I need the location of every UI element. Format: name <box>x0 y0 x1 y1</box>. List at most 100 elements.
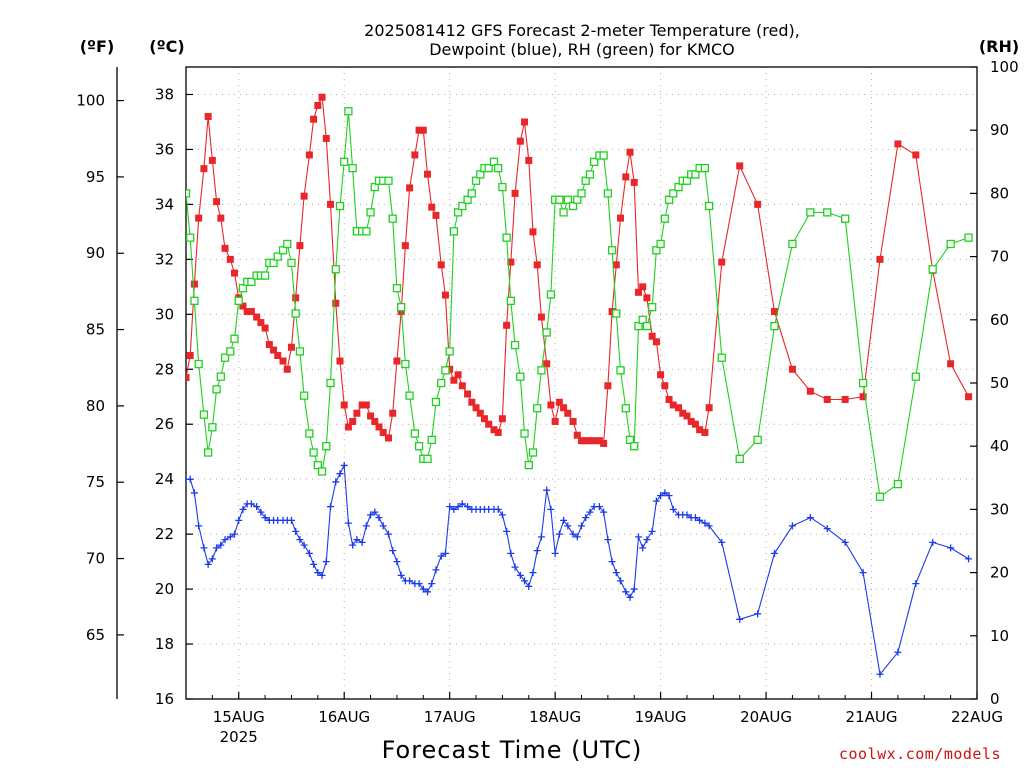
temperature-point <box>393 357 401 365</box>
dewpoint-point <box>639 544 647 552</box>
dewpoint-point <box>384 530 392 538</box>
rh-point <box>603 189 613 198</box>
dewpoint-point <box>419 585 427 593</box>
dewpoint-point <box>253 503 261 511</box>
temperature-point <box>511 189 519 197</box>
temperature-point <box>643 294 651 302</box>
dewpoint-point <box>582 514 590 522</box>
rh-point <box>458 201 467 211</box>
rh-unit-label: (RH) <box>979 37 1019 56</box>
x-tick-label: 22AUG <box>951 708 1003 726</box>
temperature-point <box>239 302 247 310</box>
temperature-point <box>186 352 194 360</box>
rh-point <box>638 315 647 324</box>
fahrenheit-tick-label: 90 <box>86 244 105 262</box>
temperature-point <box>595 437 603 445</box>
rh-tick-label: 90 <box>990 121 1009 139</box>
dewpoint-point <box>450 505 458 513</box>
temperature-point <box>458 382 466 390</box>
rh-point <box>238 284 248 293</box>
x-axis-label: Forecast Time (UTC) <box>382 736 643 764</box>
dewpoint-point <box>533 547 541 555</box>
fahrenheit-tick-label: 65 <box>86 626 105 644</box>
dewpoint-point <box>551 549 559 557</box>
dewpoint-point <box>626 593 634 601</box>
dewpoint-point <box>208 555 216 563</box>
temperature-point <box>718 258 726 266</box>
dewpoint-point <box>586 508 594 516</box>
rh-point <box>858 378 868 388</box>
dewpoint-point <box>643 536 651 544</box>
rh-point <box>326 378 335 388</box>
dewpoint-point <box>397 571 405 579</box>
dewpoint-point <box>622 588 630 596</box>
rh-point <box>717 353 726 362</box>
temperature-point <box>437 261 445 269</box>
rh-point <box>546 290 556 299</box>
rh-point <box>964 233 973 242</box>
temperature-point <box>529 228 537 236</box>
rh-point <box>476 170 485 179</box>
temperature-point <box>841 395 849 403</box>
x-tick-label: 21AUG <box>846 708 898 726</box>
dewpoint-point <box>521 577 529 585</box>
temperature-point <box>450 376 458 384</box>
rh-point <box>542 328 551 337</box>
rh-point <box>388 214 397 223</box>
dewpoint-point <box>965 555 973 563</box>
dewpoint-point <box>454 503 462 511</box>
dewpoint-point <box>305 549 313 557</box>
rh-point <box>753 435 762 445</box>
dewpoint-point <box>353 536 361 544</box>
temperature-point <box>573 431 581 439</box>
rh-tick-label: 30 <box>990 500 1009 518</box>
temperature-point <box>543 360 551 368</box>
rh-point <box>322 442 331 451</box>
temperature-point <box>622 173 630 181</box>
chart-subtitle: Dewpoint (blue), RH (green) for KMCO <box>429 40 735 59</box>
dewpoint-point <box>226 533 234 541</box>
rh-point <box>674 182 683 192</box>
rh-point <box>656 239 665 249</box>
temperature-point <box>208 156 216 164</box>
dewpoint-point <box>204 560 212 568</box>
dewpoint-point <box>437 552 445 560</box>
rh-point <box>506 296 515 305</box>
celsius-tick-label: 34 <box>155 195 174 213</box>
dewpoint-point <box>458 500 466 508</box>
x-tick-label: 19AUG <box>635 708 687 726</box>
rh-point <box>309 448 318 457</box>
rh-point <box>537 366 546 375</box>
x-tick-label: 18AUG <box>529 708 581 726</box>
rh-point <box>585 170 595 179</box>
dewpoint-series <box>186 461 973 678</box>
dewpoint-point <box>634 533 642 541</box>
rh-tick-label: 70 <box>990 248 1009 266</box>
temperature-point <box>696 426 704 434</box>
fahrenheit-tick-label: 85 <box>86 321 105 339</box>
celsius-tick-label: 24 <box>155 470 174 488</box>
temperature-point <box>411 151 419 159</box>
temperature-point <box>349 417 357 425</box>
rh-point <box>590 157 599 166</box>
temperature-point <box>270 346 278 354</box>
dewpoint-point <box>195 522 203 530</box>
temperature-point <box>428 203 436 211</box>
dewpoint-point <box>701 519 709 527</box>
rh-point <box>770 321 779 331</box>
dewpoint-point <box>314 569 322 577</box>
dewpoint-point <box>186 475 194 483</box>
dewpoint-point <box>947 544 955 552</box>
dewpoint-point <box>560 516 568 524</box>
fahrenheit-tick-label: 80 <box>86 397 105 415</box>
temperature-point <box>516 137 524 145</box>
dewpoint-point <box>652 497 660 505</box>
dewpoint-point <box>691 514 699 522</box>
temperature-point <box>314 101 322 109</box>
rh-point <box>340 157 349 166</box>
dewpoint-point <box>912 580 920 588</box>
rh-tick-label: 60 <box>990 311 1009 329</box>
temperature-point <box>476 409 484 417</box>
temperature-point <box>608 308 616 316</box>
dewpoint-point <box>217 541 225 549</box>
